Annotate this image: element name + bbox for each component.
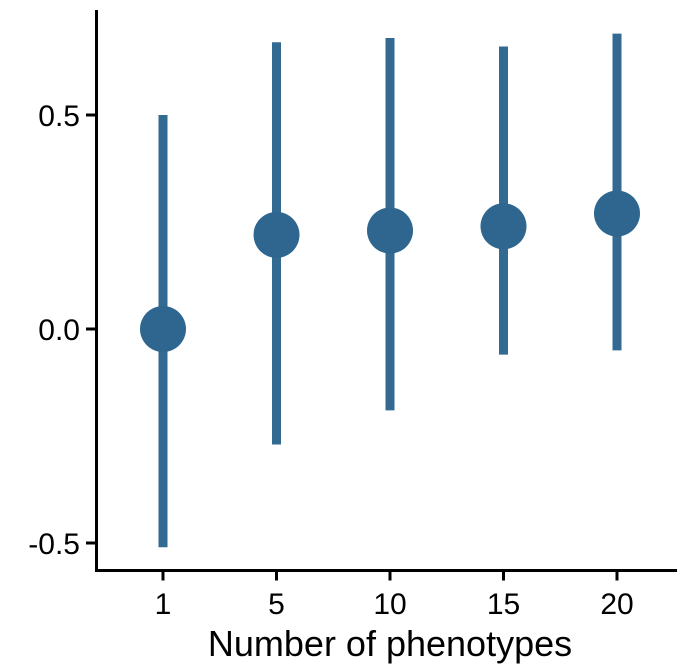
x-tick-label: 10 [373,588,406,621]
point-layer [140,190,640,352]
interval-layer [158,33,622,548]
x-tick-label: 5 [268,588,285,621]
x-tick-label: 20 [600,588,633,621]
point-marker-1 [140,306,186,352]
point-marker-10 [367,207,413,254]
x-tick-label: 15 [487,588,520,621]
y-tick-label: 0.0 [38,314,80,347]
point-marker-15 [480,203,527,250]
x-ticks: 1 5 10 15 20 [155,570,634,621]
point-marker-20 [594,190,640,237]
y-ticks: -0.5 0.0 0.5 [28,100,96,561]
y-tick-label: 0.5 [38,100,80,133]
x-axis-title: Number of phenotypes [208,623,572,664]
y-tick-label: -0.5 [28,528,80,561]
x-tick-label: 1 [155,588,172,621]
point-marker-5 [253,211,300,258]
